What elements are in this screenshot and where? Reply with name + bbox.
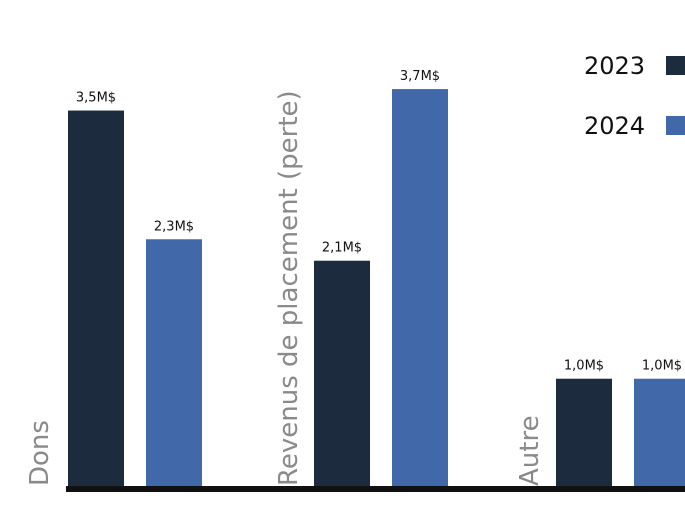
legend-label-2024: 2024 bbox=[584, 112, 645, 140]
bar-2024-3 bbox=[634, 378, 685, 486]
legend-swatch-2024 bbox=[666, 116, 685, 135]
bar-2023-3 bbox=[556, 378, 612, 486]
legend: 2023 2024 bbox=[584, 52, 685, 140]
legend-swatch-2023 bbox=[666, 56, 685, 75]
bar-2024-2 bbox=[392, 89, 448, 486]
bar-2024-1 bbox=[146, 239, 202, 486]
data-labels-group: 3,5M$ 2,3M$ 2,1M$ 3,7M$ 1,0M$ 1,0M$ bbox=[76, 69, 682, 374]
data-label-2024-1: 2,3M$ bbox=[154, 219, 194, 234]
bar-2023-2 bbox=[314, 260, 370, 486]
bars-group bbox=[68, 89, 685, 486]
bar-2023-1 bbox=[68, 110, 124, 486]
data-label-2024-3: 1,0M$ bbox=[642, 359, 682, 374]
data-label-2023-1: 3,5M$ bbox=[76, 91, 116, 106]
legend-label-2023: 2023 bbox=[584, 52, 645, 80]
category-labels-group: Dons Revenus de placement (perte) Autre bbox=[25, 90, 545, 486]
data-label-2023-2: 2,1M$ bbox=[322, 241, 362, 256]
data-label-2023-3: 1,0M$ bbox=[564, 359, 604, 374]
category-label-1: Dons bbox=[25, 420, 55, 486]
category-label-3: Autre bbox=[515, 415, 545, 486]
category-label-2: Revenus de placement (perte) bbox=[274, 90, 304, 486]
data-label-2024-2: 3,7M$ bbox=[400, 69, 440, 84]
